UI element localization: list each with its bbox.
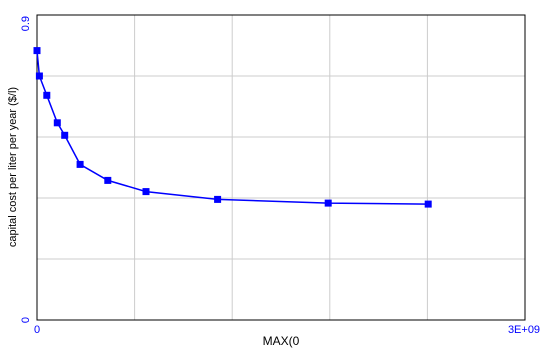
data-point-marker xyxy=(142,188,150,196)
data-point-marker xyxy=(324,199,332,207)
data-point-marker xyxy=(35,72,43,80)
data-point-marker xyxy=(214,195,222,203)
plot-frame xyxy=(36,14,526,321)
x-tick-label-max: 3E+09 xyxy=(508,324,540,336)
data-point-marker xyxy=(53,119,61,127)
data-point-marker xyxy=(76,160,84,168)
data-point-marker xyxy=(33,47,41,55)
y-tick-label-max: 0.9 xyxy=(20,16,32,31)
y-axis-title: capital cost per liter per year ($/l) xyxy=(7,87,19,247)
series-layer xyxy=(33,47,432,208)
x-tick-label-min: 0 xyxy=(34,324,40,336)
x-axis-title: MAX(0 xyxy=(263,334,300,348)
y-tick-label-min: 0 xyxy=(20,317,32,323)
data-point-marker xyxy=(104,176,112,184)
data-point-marker xyxy=(43,91,51,99)
data-point-marker xyxy=(61,131,69,139)
grid xyxy=(37,15,525,320)
data-point-marker xyxy=(424,200,432,208)
